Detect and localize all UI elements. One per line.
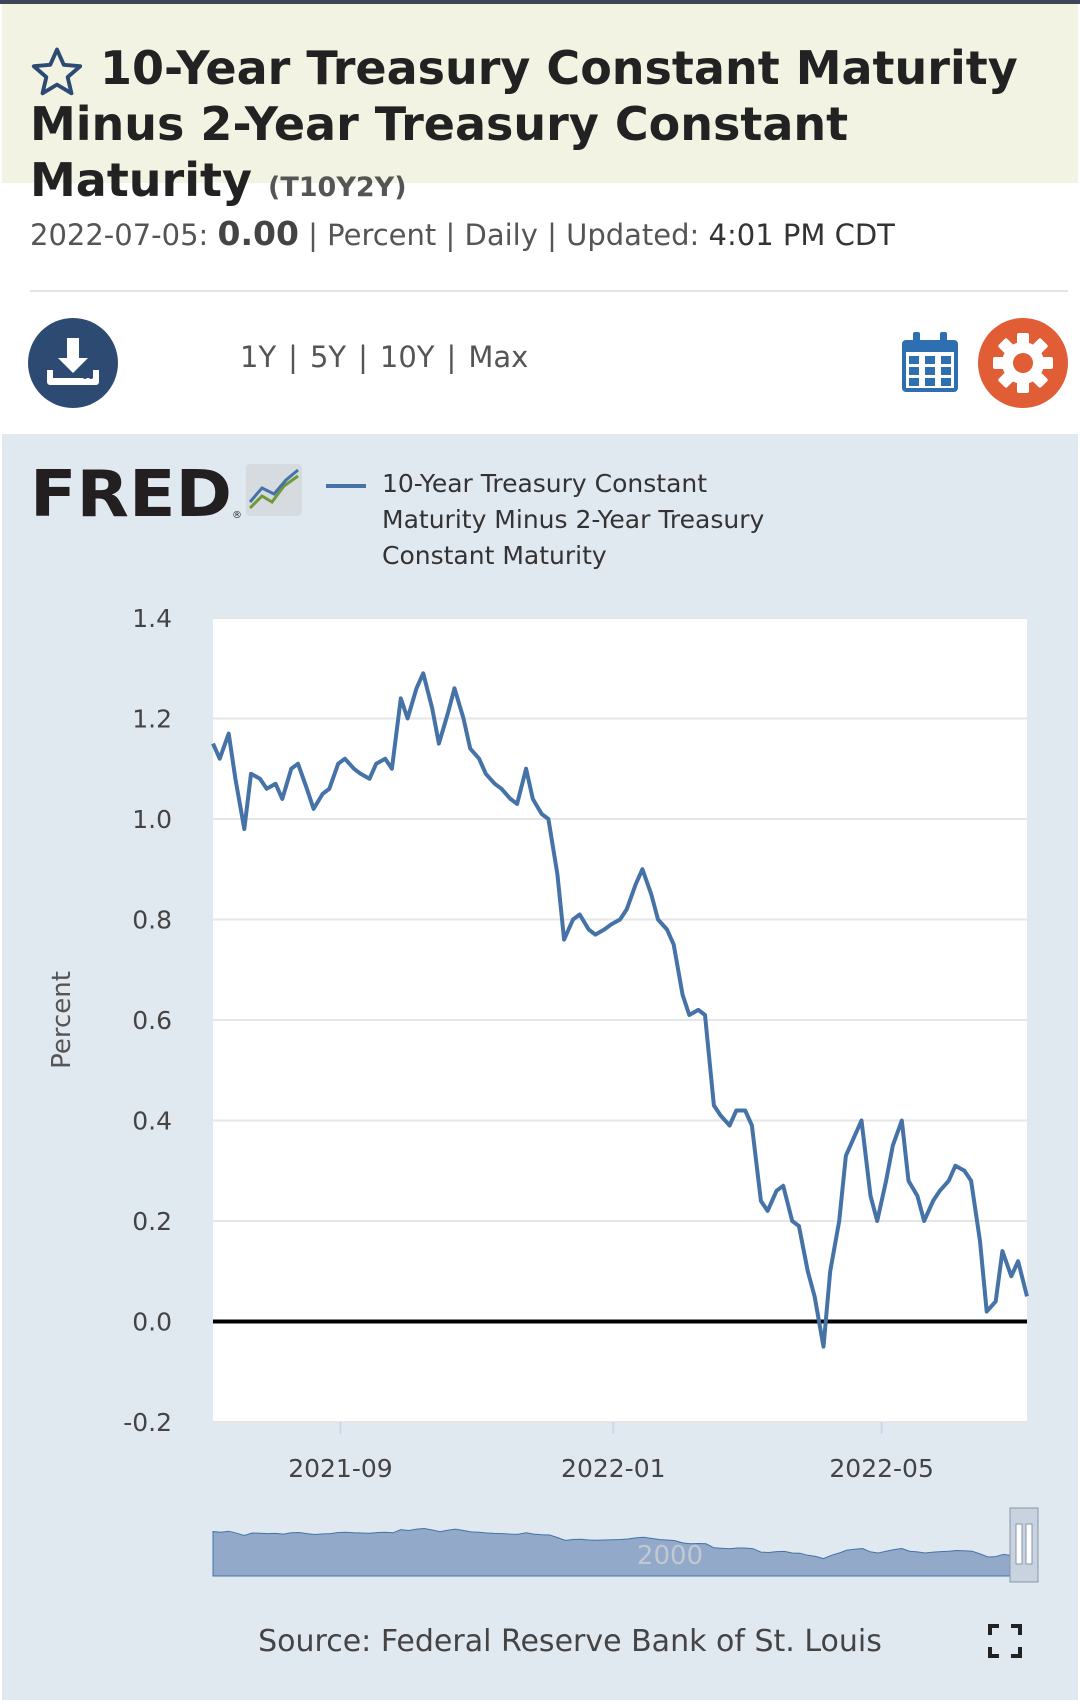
divider xyxy=(30,290,1068,292)
series-code: (T10Y2Y) xyxy=(268,172,407,203)
date-range-selector: 1Y | 5Y | 10Y | Max xyxy=(240,340,528,374)
updated-time: 4:01 PM CDT xyxy=(708,218,895,252)
title-header xyxy=(2,4,1078,183)
calendar-icon[interactable] xyxy=(900,330,960,394)
range-1y[interactable]: 1Y xyxy=(240,340,277,374)
observation-value: 0.00 xyxy=(217,214,299,253)
frequency-label: Daily xyxy=(464,218,538,252)
navigator-grip xyxy=(1025,1523,1033,1565)
source-credit: Source: Federal Reserve Bank of St. Loui… xyxy=(258,1624,882,1659)
x-axis-ticks: 2021-09 2022-01 2022-05 xyxy=(288,1422,934,1483)
navigator-handle[interactable] xyxy=(1009,1507,1039,1583)
line-chart: 1.4 1.2 1.0 0.8 0.6 0.4 0.2 0.0 -0.2 2021-09 2022… xyxy=(47,604,1039,1583)
download-icon xyxy=(47,338,99,385)
y-tick-label: 0.0 xyxy=(132,1308,172,1337)
y-tick-label: -0.2 xyxy=(123,1408,172,1437)
download-button[interactable] xyxy=(28,318,118,408)
series-title: 10-Year Treasury Constant Maturity Minus… xyxy=(30,41,1018,207)
fullscreen-icon[interactable] xyxy=(988,1624,1022,1658)
range-10y[interactable]: 10Y xyxy=(379,340,435,374)
legend-swatch xyxy=(326,484,366,488)
y-axis-label: Percent xyxy=(47,971,77,1069)
range-separator: | xyxy=(288,340,298,374)
star-icon[interactable] xyxy=(28,44,86,102)
gridlines xyxy=(213,617,1027,1423)
y-tick-label: 0.4 xyxy=(132,1107,172,1136)
range-separator: | xyxy=(358,340,368,374)
y-tick-label: 0.6 xyxy=(132,1006,172,1035)
svg-text:®: ® xyxy=(232,510,242,521)
series-group xyxy=(211,671,1029,1349)
legend-entry[interactable]: 10-Year Treasury Constant Maturity Minus… xyxy=(382,469,765,570)
y-tick-label: 1.4 xyxy=(132,604,172,633)
gear-icon xyxy=(993,333,1053,393)
fred-logo-text: FRED xyxy=(30,462,232,522)
fred-logo: FRED ® xyxy=(30,462,302,522)
y-tick-label: 0.2 xyxy=(132,1207,172,1236)
range-separator: | xyxy=(446,340,457,374)
updated-label: | Updated: xyxy=(547,218,700,252)
y-tick-label: 1.0 xyxy=(132,805,172,834)
x-tick-label: 2022-01 xyxy=(561,1454,665,1483)
x-tick-label: 2022-05 xyxy=(829,1454,933,1483)
y-tick-label: 1.2 xyxy=(132,705,172,734)
navigator-grip xyxy=(1015,1523,1023,1565)
y-tick-label: 0.8 xyxy=(132,906,172,935)
y-axis-ticks: 1.4 1.2 1.0 0.8 0.6 0.4 0.2 0.0 -0.2 xyxy=(123,604,172,1437)
x-tick-label: 2021-09 xyxy=(288,1454,392,1483)
navigator-label: 2000 xyxy=(637,1541,703,1571)
range-max[interactable]: Max xyxy=(468,340,529,374)
top-rule xyxy=(0,0,1080,4)
observation-summary: 2022-07-05: 0.00 | Percent | Daily | Upd… xyxy=(30,214,895,253)
series-line[interactable] xyxy=(211,671,1029,1349)
settings-button[interactable] xyxy=(978,318,1068,408)
range-5y[interactable]: 5Y xyxy=(309,340,347,374)
navigator-area xyxy=(212,1527,1028,1577)
units-label: | Percent | xyxy=(308,218,456,252)
page-title: 10-Year Treasury Constant Maturity Minus… xyxy=(30,40,1070,216)
range-navigator[interactable]: 2000 xyxy=(212,1507,1039,1583)
observation-date: 2022-07-05: xyxy=(30,218,209,252)
